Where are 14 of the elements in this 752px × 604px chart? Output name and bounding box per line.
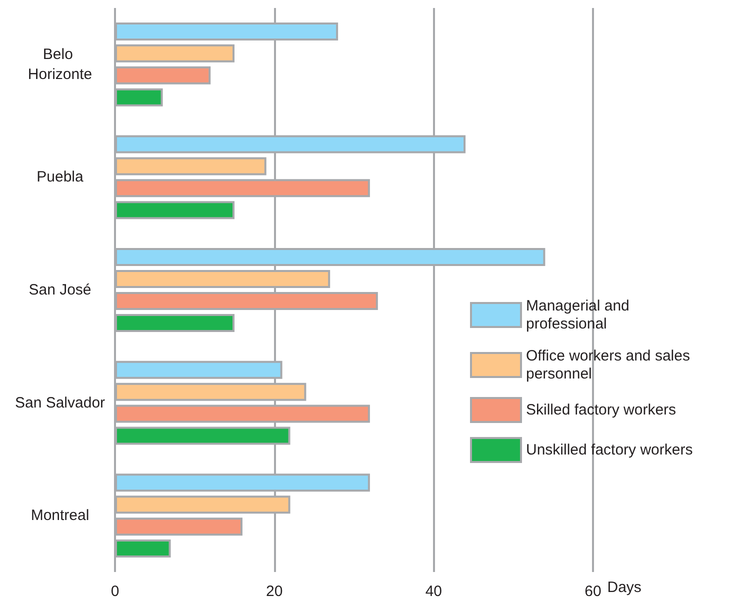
y-tick-label: Belo Horizonte [28, 46, 92, 83]
x-tick-label: 40 [425, 583, 442, 600]
x-axis-title: Days [607, 579, 642, 596]
legend-label: Office workers and sales personnel [526, 348, 694, 382]
x-tick-label: 20 [266, 583, 283, 600]
y-tick-label: San Salvador [14, 394, 106, 412]
y-tick-label: Montreal [30, 507, 90, 524]
x-tick-label: 0 [110, 583, 120, 600]
legend-label: Skilled factory workers [526, 402, 676, 418]
x-tick-label: 60 [584, 583, 602, 600]
legend-label: Managerial and professional [526, 298, 634, 332]
y-tick-label: San José [28, 282, 92, 298]
y-tick-label: Puebla [36, 168, 84, 186]
legend-label: Unskilled factory workers [526, 442, 693, 458]
